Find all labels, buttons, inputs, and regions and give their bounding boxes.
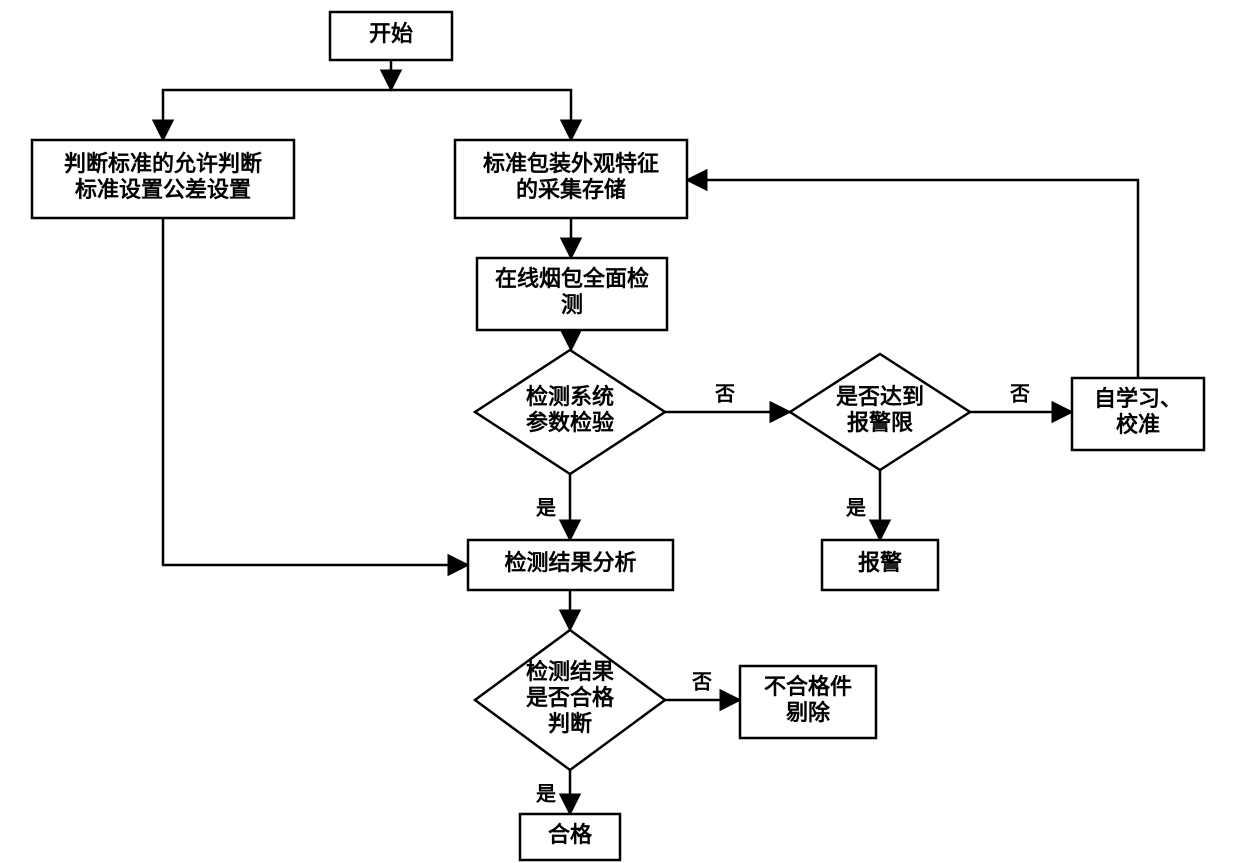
node-analysis: 检测结果分析 bbox=[468, 540, 673, 590]
edge-label-8: 否 bbox=[1009, 384, 1030, 406]
edge-9 bbox=[687, 180, 1138, 378]
node-reject-text-1: 剔除 bbox=[785, 700, 831, 725]
node-reject-text-0: 不合格件 bbox=[764, 674, 852, 699]
edge-label-7: 是 bbox=[845, 497, 866, 520]
node-analysis-text-0: 检测结果分析 bbox=[504, 550, 636, 575]
edge-label-13: 否 bbox=[691, 672, 712, 694]
node-tolerance-text-0: 判断标准的允许判断 bbox=[64, 151, 262, 176]
node-result_ok: 检测结果是否合格判断 bbox=[475, 630, 665, 770]
node-result_ok-text-1: 是否合格 bbox=[526, 685, 615, 710]
node-param_check: 检测系统参数检验 bbox=[475, 350, 665, 474]
nodes-layer: 开始判断标准的允许判断标准设置公差设置 标准包装外观特征的采集存储在线烟包全面检测… bbox=[32, 12, 1204, 860]
node-alarm_limit-text-0: 是否达到 bbox=[836, 384, 924, 409]
node-tolerance-text-1: 标准设置公差设置 bbox=[75, 177, 251, 202]
node-start-text-0: 开始 bbox=[369, 21, 413, 46]
node-tolerance: 判断标准的允许判断标准设置公差设置 bbox=[32, 140, 294, 218]
edge-2 bbox=[391, 90, 571, 140]
node-self_learn-text-0: 自学习、 bbox=[1094, 386, 1182, 411]
node-alarm: 报警 bbox=[822, 540, 938, 590]
node-std_collect-text-0: 标准包装外观特征 bbox=[483, 151, 659, 176]
node-qualified-text-0: 合格 bbox=[548, 822, 593, 847]
node-self_learn-text-1: 校准 bbox=[1116, 412, 1160, 437]
node-alarm_limit-text-1: 报警限 bbox=[847, 410, 913, 435]
edge-1 bbox=[163, 90, 391, 140]
node-std_collect: 标准包装外观特征的采集存储 bbox=[455, 140, 687, 218]
node-online_det-text-0: 在线烟包全面检 bbox=[495, 266, 649, 291]
node-reject: 不合格件剔除 bbox=[740, 666, 876, 738]
node-self_learn: 自学习、校准 bbox=[1072, 378, 1204, 450]
node-alarm_limit: 是否达到报警限 bbox=[790, 354, 970, 470]
node-online_det: 在线烟包全面检测 bbox=[477, 258, 667, 330]
edge-label-5: 是 bbox=[535, 497, 556, 520]
node-param_check-text-0: 检测系统 bbox=[526, 384, 614, 409]
node-result_ok-text-0: 检测结果 bbox=[526, 659, 614, 684]
node-std_collect-text-1: 的采集存储 bbox=[516, 177, 626, 202]
node-param_check-text-1: 参数检验 bbox=[526, 410, 614, 435]
edge-label-12: 是 bbox=[535, 783, 556, 806]
node-online_det-text-1: 测 bbox=[561, 292, 583, 317]
node-qualified: 合格 bbox=[520, 814, 620, 860]
edge-label-6: 否 bbox=[714, 384, 735, 406]
edge-10 bbox=[163, 218, 468, 565]
node-alarm-text-0: 报警 bbox=[858, 550, 902, 575]
flowchart-canvas: 是否是否是否开始判断标准的允许判断标准设置公差设置标准包装外观特征的采集存储在线… bbox=[0, 0, 1240, 863]
node-result_ok-text-2: 判断 bbox=[548, 711, 592, 736]
node-start: 开始 bbox=[330, 12, 452, 60]
